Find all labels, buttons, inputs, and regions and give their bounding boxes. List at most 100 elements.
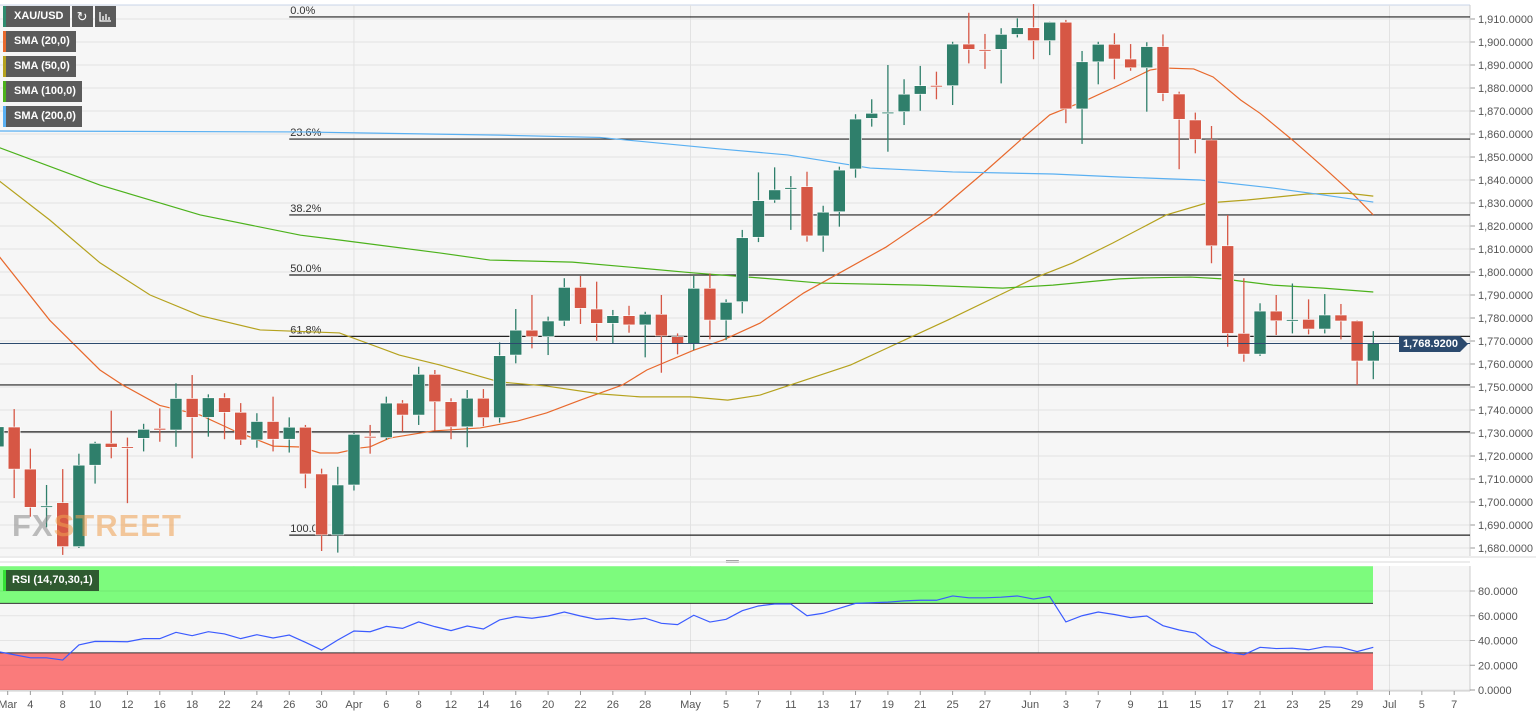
candle-up — [1091, 43, 1105, 63]
date-axis-label: 16 — [154, 699, 166, 711]
date-axis-label: 23 — [1286, 699, 1298, 711]
date-axis-label: 11 — [1157, 699, 1168, 711]
rsi-line — [0, 595, 1374, 661]
sma-200-button[interactable]: SMA (200,0) — [3, 106, 82, 127]
refresh-icon[interactable]: ↻ — [71, 6, 93, 27]
sma-20-button[interactable]: SMA (20,0) — [3, 31, 76, 52]
candle-down — [978, 49, 992, 52]
last-price-tag: 1,768.9200 — [1399, 336, 1468, 352]
candle-up — [88, 443, 102, 466]
price-axis-label: 1,730.0000 — [1478, 428, 1533, 440]
date-axis-label: 10 — [89, 699, 101, 711]
date-axis-label: 17 — [1222, 699, 1234, 711]
date-axis-label: 21 — [914, 699, 926, 711]
date-axis-label: 20 — [542, 699, 554, 711]
candle-down — [1269, 310, 1283, 322]
sma-50-button[interactable]: SMA (50,0) — [3, 56, 76, 77]
candle-up — [1011, 27, 1024, 35]
date-axis-label: 27 — [979, 699, 991, 711]
candle-up — [735, 237, 749, 302]
panel-resize-handle[interactable]: ══ — [726, 556, 739, 566]
candle-up — [849, 118, 862, 170]
rsi-axis-label: 80.0000 — [1478, 586, 1518, 598]
date-axis-label: 4 — [27, 699, 33, 711]
date-axis-label: 8 — [416, 699, 422, 711]
candle-down — [234, 411, 247, 441]
date-axis-label: 25 — [1319, 699, 1331, 711]
date-axis-label: 13 — [817, 699, 829, 711]
date-axis-label: 5 — [1419, 699, 1425, 711]
symbol-button[interactable]: XAU/USD — [3, 6, 70, 27]
chart-legend: XAU/USD ↻ SMA (20,0) SMA (50,0) SMA (100… — [3, 6, 116, 127]
sma-line-100 — [0, 147, 1374, 293]
candle-down — [800, 186, 814, 237]
fib-level-label: 23.6% — [290, 127, 321, 139]
price-axis-label: 1,910.0000 — [1478, 14, 1533, 26]
candle-up — [1043, 21, 1056, 41]
candle-down — [121, 446, 134, 449]
candle-down — [185, 398, 199, 418]
candle-down — [703, 288, 717, 321]
date-axis-label: 14 — [477, 699, 489, 711]
candle-down — [363, 436, 377, 439]
candle-down — [1205, 139, 1218, 247]
fib-level-label: 50.0% — [290, 263, 321, 275]
date-axis-label: 22 — [218, 699, 230, 711]
candle-down — [525, 329, 539, 337]
chart-type-icon[interactable] — [94, 6, 116, 27]
rsi-indicator-button[interactable]: RSI (14,70,30,1) — [3, 570, 99, 591]
candle-down — [1059, 21, 1073, 110]
candle-down — [1172, 93, 1186, 120]
candle-up — [40, 505, 53, 508]
candle-up — [994, 34, 1008, 50]
date-axis-label: 12 — [121, 699, 133, 711]
candle-up — [557, 287, 571, 322]
candle-down — [7, 426, 21, 470]
candle-down — [1124, 58, 1137, 69]
candle-down — [1350, 320, 1364, 362]
candle-up — [784, 187, 798, 190]
candle-down — [218, 397, 231, 413]
candle-up — [687, 288, 701, 344]
price-axis-label: 1,740.0000 — [1478, 405, 1533, 417]
price-axis-label: 1,700.0000 — [1478, 497, 1533, 509]
date-axis-label: 5 — [723, 699, 729, 711]
candle-up — [202, 397, 215, 418]
bar-chart-icon — [98, 12, 111, 22]
candle-up — [331, 484, 345, 536]
date-axis-label: 12 — [445, 699, 457, 711]
candle-down — [396, 402, 409, 416]
fib-level-label: 38.2% — [290, 203, 321, 215]
date-axis-label: 18 — [186, 699, 198, 711]
date-axis-label: 16 — [510, 699, 522, 711]
price-axis-label: 1,810.0000 — [1478, 244, 1533, 256]
price-axis-label: 1,870.0000 — [1478, 106, 1533, 118]
date-axis-label: 7 — [755, 699, 761, 711]
candle-down — [266, 421, 280, 440]
candle-down — [1108, 43, 1121, 60]
price-axis-label: 1,690.0000 — [1478, 520, 1533, 532]
candle-down — [315, 473, 328, 536]
candle-down — [1302, 319, 1315, 330]
fxstreet-watermark: FXSTREET — [12, 508, 182, 544]
rsi-oversold-zone — [0, 652, 1373, 690]
candle-up — [1286, 319, 1299, 322]
candle-down — [590, 308, 603, 324]
candle-down — [477, 397, 490, 418]
date-axis-label: 21 — [1254, 699, 1266, 711]
candle-down — [153, 428, 167, 431]
date-axis-label: 22 — [574, 699, 586, 711]
candle-down — [24, 468, 37, 508]
rsi-axis-label: 0.0000 — [1478, 685, 1512, 697]
rsi-axis-label: 40.0000 — [1478, 636, 1518, 648]
candle-up — [347, 434, 361, 486]
candle-up — [768, 189, 781, 201]
date-axis-label: 29 — [1351, 699, 1363, 711]
sma-100-button[interactable]: SMA (100,0) — [3, 81, 82, 102]
candle-down — [655, 314, 668, 337]
price-axis-label: 1,770.0000 — [1478, 336, 1533, 348]
fib-level-label: 0.0% — [290, 5, 315, 17]
candle-up — [541, 320, 555, 337]
price-axis-label: 1,830.0000 — [1478, 198, 1533, 210]
